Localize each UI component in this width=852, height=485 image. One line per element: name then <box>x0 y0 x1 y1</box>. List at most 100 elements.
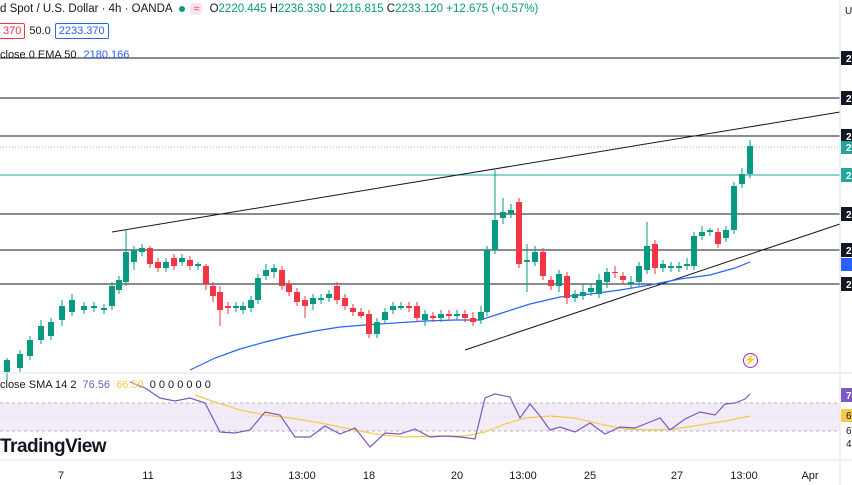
candle-up <box>248 300 254 308</box>
candle-down <box>366 314 372 334</box>
rsi-pane <box>0 372 852 448</box>
candle-down <box>350 308 356 312</box>
price-tag-text: 2 <box>846 94 852 105</box>
candle-up <box>508 210 514 214</box>
candle-up <box>454 314 460 316</box>
price-tag <box>841 207 852 221</box>
market-open-icon <box>179 5 186 12</box>
rsi-extra-values: 0 0 0 0 0 0 0 <box>149 379 211 391</box>
rsi-legend[interactable]: close SMA 14 2 76.56 66.50 0 0 0 0 0 0 0 <box>0 379 211 391</box>
high-value: 2236.330 <box>278 3 326 16</box>
rsi-label: close SMA 14 2 <box>0 379 77 391</box>
ema-legend[interactable]: close 0 EMA 50 2180.166 <box>0 49 129 61</box>
rsi-tick: 4 <box>846 439 852 450</box>
candle-up <box>27 340 33 356</box>
time-tick: 20 <box>451 470 463 482</box>
candle-up <box>707 230 713 232</box>
rsi-tag <box>841 388 852 402</box>
rsi-ma-value: 66.50 <box>116 379 144 391</box>
candle-up <box>4 360 10 372</box>
candle-up <box>668 266 674 268</box>
candle-up <box>81 306 87 310</box>
candle-down <box>652 244 658 268</box>
candle-up <box>676 266 682 268</box>
symbol-legend[interactable]: d Spot / U.S. Dollar · 4h · OANDA ≈ O222… <box>0 3 538 15</box>
time-tick: Apr <box>801 470 818 482</box>
time-axis[interactable]: 7 11 13 13:00 18 20 13:00 25 27 13:00 Ap… <box>0 459 852 482</box>
trend-lines[interactable] <box>111 111 841 351</box>
candle-down <box>540 252 546 276</box>
status-badge[interactable]: ≈ <box>190 3 203 15</box>
candle-up <box>660 264 666 268</box>
price-tag-text: 2 <box>846 171 852 182</box>
buy-button[interactable]: 2233.370 <box>54 23 109 39</box>
candle-up <box>109 286 115 306</box>
price-axis-top: U <box>845 6 852 17</box>
symbol-title[interactable]: d Spot / U.S. Dollar · 4h · OANDA <box>0 3 172 16</box>
candle-down <box>155 262 161 268</box>
candle-up <box>318 298 324 300</box>
candle-up <box>572 294 578 298</box>
candle-down <box>147 248 153 264</box>
candle-down <box>548 280 554 286</box>
ohlc-values: O2220.445 H2236.330 L2216.815 C2233.120 … <box>209 3 539 16</box>
candle-down <box>210 286 216 296</box>
price-tag <box>841 277 852 291</box>
price-tag <box>841 168 852 182</box>
candle-up <box>588 288 594 292</box>
time-tick: 13:00 <box>509 470 537 482</box>
candle-up <box>123 252 129 282</box>
candle-up <box>233 306 239 308</box>
candle-up <box>644 246 650 270</box>
rsi-tag-text: 7 <box>846 391 852 402</box>
candle-down <box>334 286 340 300</box>
rsi-tag-text: 6 <box>846 411 852 422</box>
candle-up <box>179 258 185 262</box>
lightning-icon[interactable]: ⚡ <box>743 353 758 368</box>
price-tag <box>841 91 852 105</box>
candle-up <box>438 314 444 318</box>
candle-up <box>723 230 729 238</box>
price-tag-text: 2 <box>846 246 852 257</box>
candle-down <box>294 292 300 302</box>
candle-down <box>406 306 412 308</box>
time-tick: 13:00 <box>288 470 316 482</box>
candle-down <box>358 312 364 316</box>
candle-up <box>271 268 277 272</box>
candle-up <box>310 298 316 304</box>
candle-up <box>699 232 705 236</box>
candle-up <box>532 252 538 262</box>
candle-up <box>747 146 753 174</box>
candle-down <box>620 276 626 280</box>
candle-down <box>564 276 570 298</box>
rsi-tag <box>841 409 852 422</box>
candle-down <box>414 306 420 318</box>
candle-up <box>492 220 498 250</box>
time-tick: 18 <box>363 470 375 482</box>
candle-up <box>524 260 530 262</box>
candle-down <box>470 318 476 322</box>
candle-up <box>628 282 634 284</box>
sell-button[interactable]: 370 <box>0 23 26 39</box>
candle-up <box>263 270 269 276</box>
candle-up <box>17 354 23 368</box>
price-axis[interactable]: U 2 2 2 2 2 2 2 2 7 6 6 4 <box>839 0 852 485</box>
order-buttons: 370 50.0 2233.370 <box>0 23 109 39</box>
candle-down <box>446 314 452 316</box>
candle-up <box>163 262 169 268</box>
candle-up <box>48 322 54 336</box>
candle-up <box>636 266 642 282</box>
price-tag-text: 2 <box>846 54 852 65</box>
candle-up <box>596 280 602 294</box>
candle-up <box>69 300 75 312</box>
lower-trend-line <box>464 223 841 351</box>
ema-label: close 0 EMA 50 <box>0 49 77 61</box>
candle-up <box>139 248 145 252</box>
candle-up <box>691 236 697 266</box>
candle-down <box>187 260 193 266</box>
market-status: ≈ <box>179 3 203 15</box>
candle-up <box>240 306 246 310</box>
ema-value: 2180.166 <box>83 49 130 61</box>
candle-up <box>478 312 484 320</box>
